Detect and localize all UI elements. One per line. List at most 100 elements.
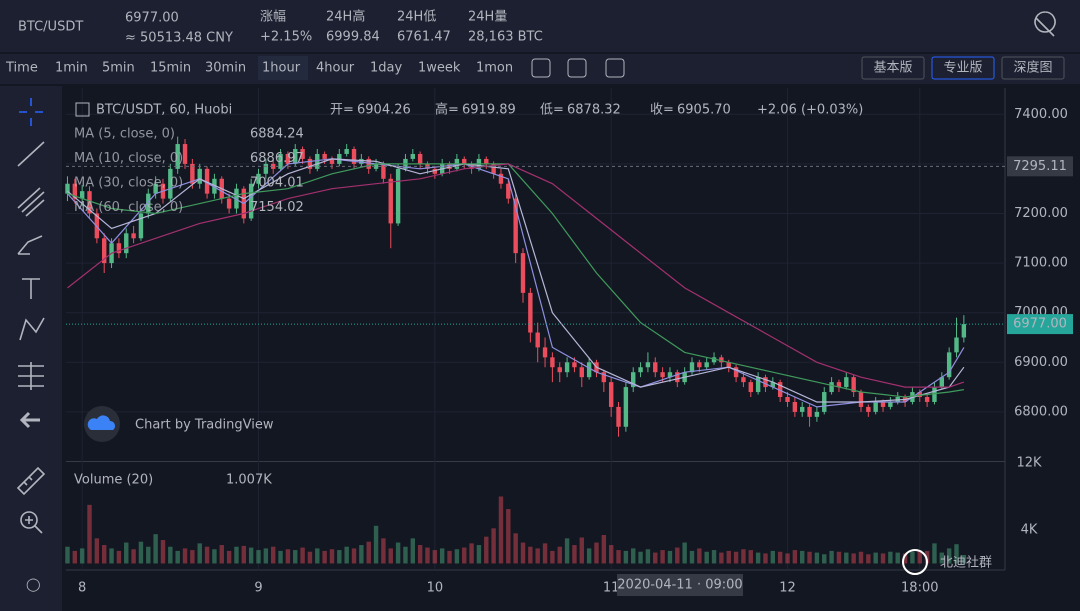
candle-body — [359, 158, 364, 164]
candle-body — [755, 377, 761, 393]
view-button[interactable] — [1001, 56, 1065, 80]
interval-button[interactable]: 1day — [370, 61, 402, 76]
stat-label: 涨幅 — [260, 10, 286, 25]
volume-bar — [601, 535, 607, 564]
back-tool[interactable] — [19, 411, 40, 429]
volume-bar — [109, 548, 114, 564]
ruler-tool[interactable] — [16, 466, 46, 496]
toolbar-icon[interactable] — [605, 58, 625, 78]
volume-bar — [212, 549, 217, 564]
candle-body — [888, 401, 893, 407]
volume-bar — [719, 552, 724, 564]
ohlc-label: 收= — [650, 103, 674, 118]
volume-bar — [373, 525, 379, 564]
interval-button[interactable]: 1min — [55, 61, 88, 76]
interval-button[interactable]: 30min — [205, 61, 246, 76]
volume-bar — [616, 550, 621, 564]
candle-body — [880, 401, 886, 407]
change-value: +2.06 (+0.03%) — [757, 103, 863, 118]
candle-body — [168, 168, 173, 199]
candle-body — [190, 163, 195, 184]
candle-body — [623, 387, 629, 427]
settings-icon[interactable] — [1034, 11, 1056, 37]
volume-bar — [748, 550, 753, 564]
view-button[interactable] — [861, 56, 925, 80]
volume-bar — [315, 548, 320, 564]
volume-bar — [300, 547, 305, 564]
y-tick-label: 6900.00 — [1014, 355, 1068, 370]
view-button[interactable] — [931, 56, 995, 80]
volume-bar — [770, 550, 776, 564]
volume-bar — [675, 547, 680, 564]
interval-button[interactable]: Time — [5, 61, 38, 76]
volume-bar — [168, 546, 173, 564]
volume-bar — [807, 551, 812, 564]
zoom-tool-handle[interactable] — [25, 516, 43, 534]
view-label[interactable]: 专业版 — [943, 61, 982, 76]
volume-bar — [557, 546, 562, 564]
interval-button[interactable]: 15min — [150, 61, 191, 76]
candle-body — [491, 163, 496, 174]
candle-body — [322, 153, 327, 159]
trendline-tool[interactable] — [17, 141, 45, 167]
candle-body — [447, 163, 452, 169]
zoom-tool[interactable] — [20, 511, 38, 529]
candle-body — [351, 149, 357, 164]
volume-legend-name: Volume (20) — [74, 473, 153, 488]
chart: 6800.006900.007000.007100.007200.007300.… — [65, 88, 1073, 596]
volume-bar — [653, 552, 658, 564]
interval-button[interactable]: 1week — [418, 61, 461, 76]
measure-tool[interactable] — [18, 362, 44, 390]
candle-body — [917, 392, 922, 398]
stat-value: 6999.84 — [326, 30, 380, 45]
scroll-icon[interactable]: ◯ — [26, 578, 41, 593]
interval-button[interactable]: 4hour — [316, 61, 355, 76]
stat-value: +2.15% — [260, 30, 312, 45]
candle-body — [535, 332, 540, 348]
volume-bar — [550, 550, 555, 564]
volume-bar — [248, 547, 254, 564]
fib-tool[interactable] — [17, 187, 45, 217]
crosshair-tool[interactable] — [19, 98, 43, 126]
interval-button[interactable]: 5min — [102, 61, 135, 76]
volume-bar — [917, 550, 922, 564]
candle-body — [116, 243, 122, 254]
candle-body — [704, 362, 709, 368]
candle-body — [785, 397, 790, 402]
volume-bar — [586, 548, 592, 564]
candle-body — [381, 163, 386, 179]
interval-button[interactable]: 1hour — [262, 61, 301, 76]
view-label[interactable]: 基本版 — [873, 61, 912, 76]
volume-bar — [87, 504, 92, 564]
pattern-tool[interactable] — [19, 317, 45, 341]
brush-tool[interactable] — [17, 235, 43, 255]
candle-body — [87, 191, 92, 214]
toolbar-icon[interactable] — [531, 58, 551, 78]
candle-body — [153, 183, 158, 194]
candle-body — [212, 178, 217, 194]
last-price-tag-bg — [1007, 314, 1073, 335]
text-tool[interactable] — [22, 278, 40, 299]
candle-body — [829, 382, 834, 393]
candle-body — [557, 367, 562, 373]
candle-body — [175, 144, 180, 169]
volume-bar — [520, 542, 526, 564]
candle-body — [248, 183, 254, 219]
volume-bar — [476, 545, 482, 564]
volume-bar — [785, 553, 790, 564]
drawing-tools[interactable] — [16, 98, 46, 534]
volume-bar — [873, 552, 878, 564]
stat-label: 24H量 — [468, 10, 507, 25]
volume-bar — [270, 546, 276, 564]
volume-bar — [895, 552, 900, 564]
last-price: 6977.00 — [125, 11, 179, 26]
candle-body — [528, 292, 533, 333]
view-label[interactable]: 深度图 — [1013, 60, 1052, 76]
candle-body — [711, 357, 717, 363]
volume-bar — [755, 552, 761, 564]
toolbar-icon[interactable] — [567, 58, 587, 78]
volume-bar — [344, 546, 349, 564]
volume-bar — [961, 555, 967, 564]
interval-button[interactable]: 1mon — [476, 61, 513, 76]
